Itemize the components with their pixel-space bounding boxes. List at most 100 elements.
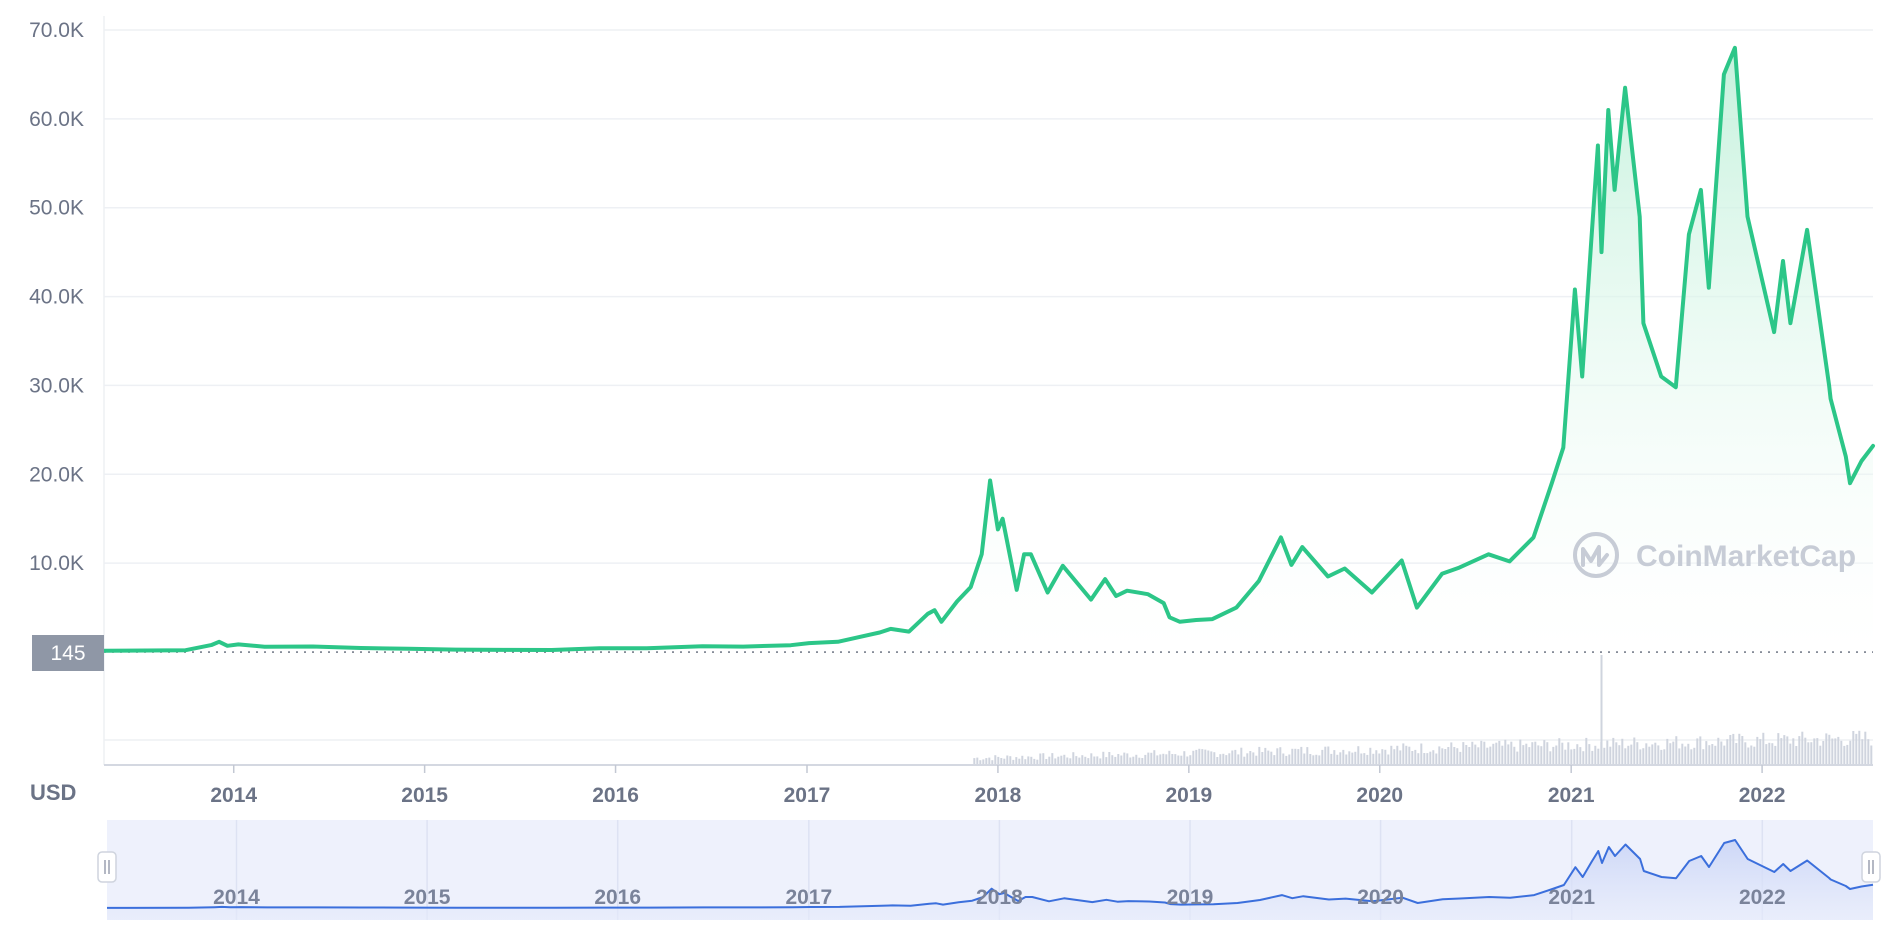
volume-bar bbox=[1444, 749, 1447, 764]
volume-bar bbox=[1039, 753, 1042, 764]
volume-bar bbox=[1375, 750, 1378, 764]
y-tick-label: 40.0K bbox=[29, 286, 84, 309]
volume-bar bbox=[1591, 750, 1594, 764]
volume-bar bbox=[1468, 747, 1471, 764]
x-tick-label: 2017 bbox=[784, 784, 831, 807]
navigator-tick-label: 2022 bbox=[1739, 886, 1786, 909]
volume-bar bbox=[1597, 748, 1600, 764]
y-tick-label: 10.0K bbox=[29, 552, 84, 575]
navigator-left-handle[interactable] bbox=[97, 851, 117, 883]
volume-bar bbox=[1294, 748, 1297, 764]
volume-bar bbox=[1837, 736, 1840, 764]
volume-bar bbox=[1234, 749, 1237, 764]
volume-bar bbox=[1510, 741, 1513, 764]
volume-bar bbox=[1135, 754, 1138, 764]
volume-bar bbox=[1024, 759, 1027, 764]
volume-bar bbox=[1849, 740, 1852, 764]
volume-bar bbox=[1012, 759, 1015, 764]
volume-bar bbox=[1153, 750, 1156, 764]
volume-bar bbox=[1405, 745, 1408, 764]
volume-bar bbox=[1699, 736, 1702, 764]
volume-bar bbox=[1255, 755, 1258, 764]
volume-bar bbox=[1123, 752, 1126, 764]
volume-bar bbox=[1549, 751, 1552, 764]
volume-bar bbox=[1063, 754, 1066, 764]
volume-bar bbox=[1321, 749, 1324, 764]
volume-bar bbox=[1750, 745, 1753, 764]
volume-bar bbox=[997, 756, 1000, 764]
volume-bar bbox=[1438, 746, 1441, 764]
volume-bar bbox=[1336, 754, 1339, 764]
volume-bar bbox=[1795, 746, 1798, 764]
volume-bar bbox=[1243, 756, 1246, 764]
volume-bar bbox=[1618, 745, 1621, 764]
volume-bar bbox=[1780, 738, 1783, 764]
current-price-badge: 145 bbox=[32, 635, 104, 671]
volume-bar bbox=[1855, 733, 1858, 764]
volume-bar bbox=[1144, 754, 1147, 764]
volume-bar bbox=[1687, 743, 1690, 764]
volume-bar bbox=[1270, 751, 1273, 764]
volume-bar bbox=[1042, 753, 1045, 764]
volume-bar bbox=[1642, 748, 1645, 764]
volume-bar bbox=[1258, 746, 1261, 764]
volume-bar bbox=[1792, 738, 1795, 764]
volume-bar bbox=[1018, 758, 1021, 764]
volume-bar bbox=[991, 760, 994, 764]
volume-bar bbox=[1051, 753, 1054, 764]
volume-bar bbox=[1636, 742, 1639, 764]
volume-bar bbox=[1735, 743, 1738, 764]
volume-bar bbox=[1138, 757, 1141, 764]
volume-bar bbox=[1177, 755, 1180, 764]
x-axis-ticks: 2014 2015 2016 2017 2018 2019 2020 2021 2022 bbox=[210, 765, 1785, 807]
volume-bar bbox=[1630, 744, 1633, 764]
volume-bar bbox=[1741, 736, 1744, 764]
volume-bar bbox=[1450, 742, 1453, 764]
volume-bar bbox=[1660, 749, 1663, 764]
y-tick-label: 50.0K bbox=[29, 197, 84, 220]
volume-bar bbox=[1708, 745, 1711, 764]
volume-bar bbox=[1681, 743, 1684, 764]
navigator[interactable]: 2014 2015 2016 2017 2018 2019 2020 2021 2022 bbox=[97, 820, 1881, 920]
volume-bar bbox=[1600, 655, 1603, 764]
volume-bar bbox=[1813, 738, 1816, 764]
volume-bar bbox=[1474, 744, 1477, 764]
volume-bar bbox=[1045, 759, 1048, 764]
volume-bar bbox=[1339, 752, 1342, 764]
volume-bar bbox=[1567, 742, 1570, 764]
volume-bar bbox=[1129, 757, 1132, 764]
volume-bar bbox=[1552, 746, 1555, 764]
volume-bar bbox=[1501, 745, 1504, 764]
volume-bar bbox=[1306, 747, 1309, 764]
volume-bar bbox=[1420, 743, 1423, 764]
volume-bar bbox=[1264, 747, 1267, 764]
volume-bar bbox=[1357, 746, 1360, 764]
volume-bar bbox=[1507, 744, 1510, 764]
volume-bar bbox=[1285, 755, 1288, 764]
volume-bar bbox=[1282, 753, 1285, 764]
volume-bar bbox=[1756, 736, 1759, 764]
volume-bar bbox=[1090, 753, 1093, 764]
price-area bbox=[104, 47, 1873, 653]
volume-bar bbox=[1522, 745, 1525, 764]
currency-label: USD bbox=[30, 780, 76, 805]
volume-bar bbox=[1165, 754, 1168, 764]
volume-bar bbox=[1645, 743, 1648, 764]
volume-bar bbox=[1561, 742, 1564, 764]
volume-bar bbox=[1408, 746, 1411, 764]
volume-bar bbox=[1789, 743, 1792, 764]
volume-bar bbox=[1537, 745, 1540, 764]
volume-bar bbox=[1621, 738, 1624, 764]
volume-bar bbox=[1825, 733, 1828, 764]
volume-bar bbox=[1417, 753, 1420, 764]
volume-bar bbox=[1465, 745, 1468, 764]
volume-bar bbox=[1429, 751, 1432, 764]
navigator-right-handle[interactable] bbox=[1861, 851, 1881, 883]
y-tick-label: 30.0K bbox=[29, 374, 84, 397]
navigator-ticks: 2014 2015 2016 2017 2018 2019 2020 2021 2022 bbox=[213, 886, 1786, 909]
current-price-label: 145 bbox=[50, 642, 85, 665]
volume-bar bbox=[1117, 754, 1120, 764]
volume-bar bbox=[1867, 739, 1870, 764]
volume-bar bbox=[1675, 736, 1678, 764]
